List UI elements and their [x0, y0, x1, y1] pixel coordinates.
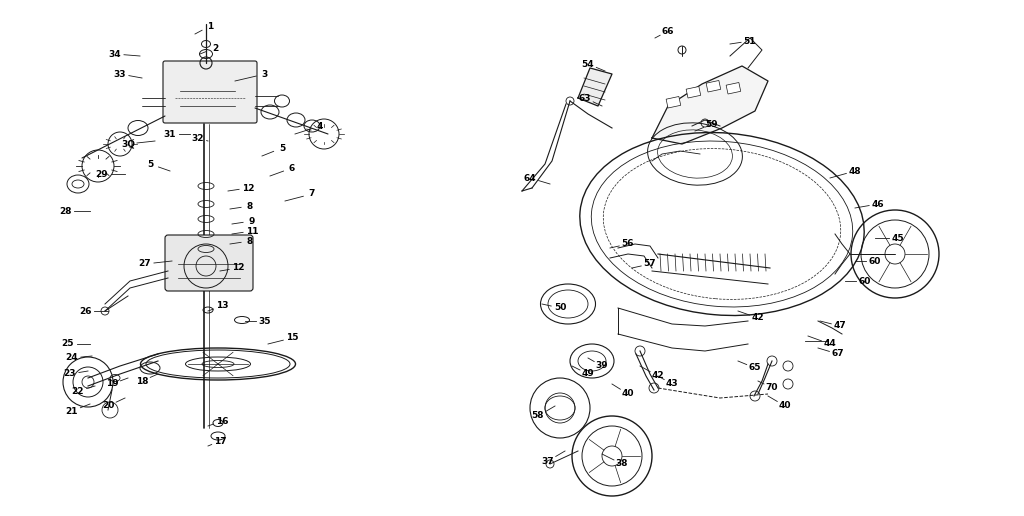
Text: 28: 28 [58, 206, 72, 216]
Text: 25: 25 [61, 340, 75, 348]
Text: 1: 1 [207, 22, 213, 30]
Text: 12: 12 [242, 184, 254, 192]
Text: 40: 40 [778, 401, 792, 411]
Text: 23: 23 [63, 369, 76, 379]
Text: 17: 17 [214, 437, 226, 445]
Text: 45: 45 [892, 234, 904, 243]
Text: 3Q: 3Q [121, 139, 135, 149]
Text: 8: 8 [247, 236, 253, 246]
Text: 63: 63 [579, 93, 591, 103]
Bar [726, 83, 740, 94]
Text: 18: 18 [136, 377, 148, 385]
Text: 19: 19 [105, 379, 119, 389]
Text: 60: 60 [868, 256, 882, 266]
Text: 57: 57 [644, 260, 656, 268]
Text: 65: 65 [749, 363, 761, 373]
Text: 59: 59 [706, 120, 718, 128]
Text: 31: 31 [164, 130, 176, 138]
Text: 49: 49 [582, 369, 594, 379]
Text: 42: 42 [752, 314, 764, 322]
Text: 12: 12 [231, 264, 245, 272]
Text: 29: 29 [95, 169, 109, 179]
Text: 66: 66 [662, 26, 674, 36]
Text: 67: 67 [831, 349, 845, 359]
Polygon shape [578, 68, 612, 106]
Bar [667, 96, 681, 108]
Text: 20: 20 [101, 401, 115, 411]
Text: 26: 26 [79, 307, 91, 315]
Text: 43: 43 [666, 379, 678, 389]
Bar [686, 87, 700, 98]
Text: 58: 58 [531, 411, 544, 421]
Text: 35: 35 [259, 316, 271, 326]
FancyBboxPatch shape [165, 235, 253, 291]
Text: 64: 64 [523, 173, 537, 183]
Text: 33: 33 [114, 70, 126, 78]
Text: 50: 50 [554, 303, 566, 313]
Text: 54: 54 [582, 59, 594, 69]
Bar [707, 80, 721, 92]
Text: 34: 34 [109, 50, 121, 58]
FancyBboxPatch shape [163, 61, 257, 123]
Text: 51: 51 [743, 37, 757, 45]
Text: 47: 47 [834, 321, 847, 331]
Text: 5: 5 [279, 143, 285, 153]
Text: 5: 5 [146, 159, 154, 169]
Text: 3: 3 [262, 70, 268, 78]
Text: 38: 38 [615, 460, 629, 469]
Text: 27: 27 [138, 260, 152, 268]
Text: 40: 40 [622, 390, 634, 398]
Text: 2: 2 [212, 43, 218, 53]
Text: 4: 4 [316, 121, 324, 131]
Text: 56: 56 [622, 239, 634, 249]
Text: 15: 15 [286, 333, 298, 343]
Text: 32: 32 [191, 134, 204, 142]
Text: 42: 42 [651, 372, 665, 380]
Polygon shape [652, 66, 768, 144]
Text: 13: 13 [216, 301, 228, 311]
Text: 44: 44 [823, 340, 837, 348]
Text: 48: 48 [849, 167, 861, 175]
Text: 22: 22 [72, 386, 84, 395]
Text: 39: 39 [596, 362, 608, 370]
Text: 8: 8 [247, 202, 253, 211]
Text: 11: 11 [246, 227, 258, 235]
Text: 37: 37 [542, 457, 554, 465]
Text: 60: 60 [859, 277, 871, 285]
Text: 70: 70 [766, 383, 778, 393]
Text: 21: 21 [66, 407, 78, 415]
Text: 9: 9 [249, 217, 255, 225]
Text: 7: 7 [309, 189, 315, 199]
Text: 46: 46 [871, 200, 885, 208]
Text: 16: 16 [216, 416, 228, 426]
Text: 6: 6 [289, 164, 295, 172]
Text: 24: 24 [66, 353, 78, 363]
